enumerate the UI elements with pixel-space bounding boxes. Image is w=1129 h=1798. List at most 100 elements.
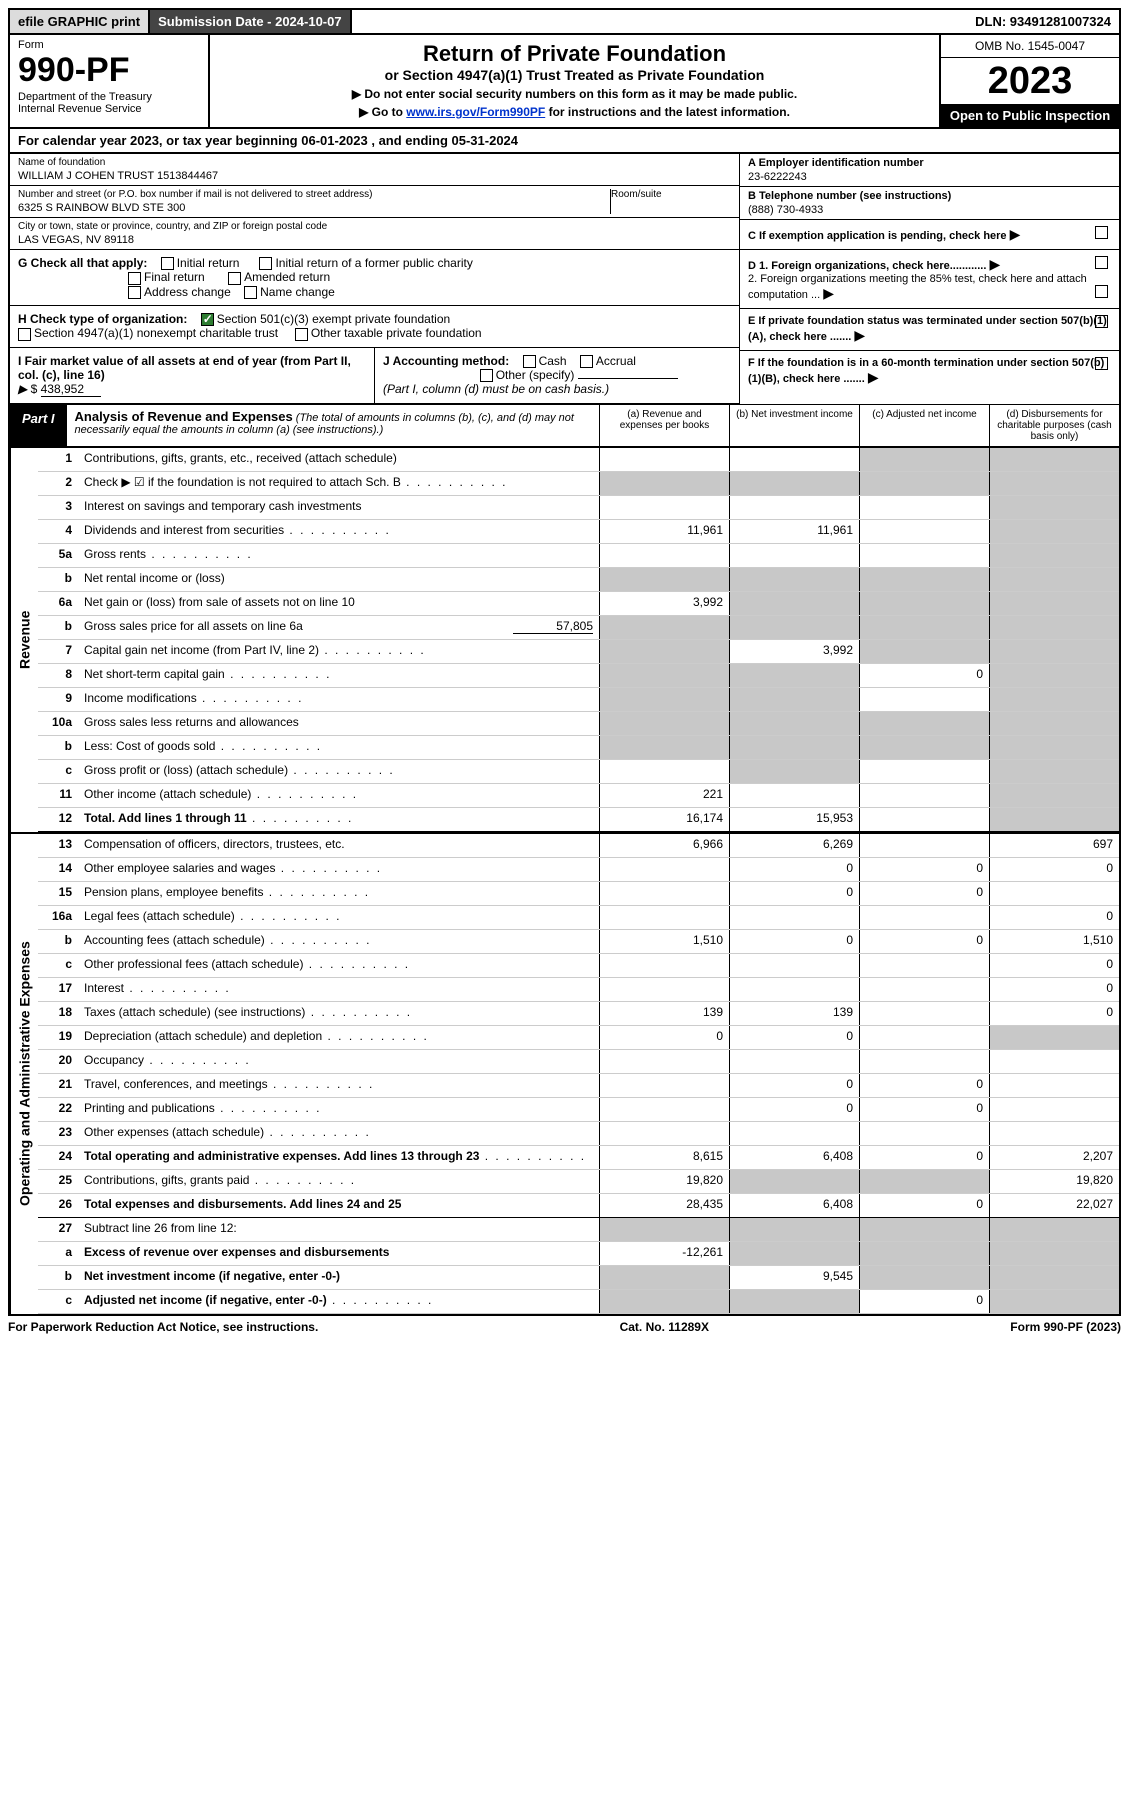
row-number: 19: [38, 1026, 78, 1049]
address: 6325 S RAINBOW BLVD STE 300: [18, 202, 610, 214]
table-row: 9Income modifications: [38, 688, 1119, 712]
table-cell: [729, 736, 859, 759]
opt-address: Address change: [144, 285, 231, 299]
section-c: C If exemption application is pending, c…: [740, 220, 1119, 250]
chk-f[interactable]: [1095, 357, 1108, 370]
row-label: Travel, conferences, and meetings: [78, 1074, 599, 1097]
table-row: 16aLegal fees (attach schedule)0: [38, 906, 1119, 930]
table-cell: [859, 496, 989, 519]
cal-end: 05-31-2024: [452, 133, 519, 148]
chk-initial-return[interactable]: [161, 257, 174, 270]
note-ssn: ▶ Do not enter social security numbers o…: [218, 87, 931, 101]
table-cell: [859, 544, 989, 567]
chk-final-return[interactable]: [128, 272, 141, 285]
table-row: 3Interest on savings and temporary cash …: [38, 496, 1119, 520]
i-prefix: $: [31, 382, 38, 396]
chk-amended[interactable]: [228, 272, 241, 285]
table-cell: [989, 1290, 1119, 1313]
row-label: Legal fees (attach schedule): [78, 906, 599, 929]
table-row: 6aNet gain or (loss) from sale of assets…: [38, 592, 1119, 616]
f-label: F If the foundation is in a 60-month ter…: [748, 357, 1104, 385]
table-cell: [729, 616, 859, 639]
part1-title: Analysis of Revenue and Expenses: [75, 409, 293, 424]
row-label: Total operating and administrative expen…: [78, 1146, 599, 1169]
table-cell: [859, 472, 989, 495]
table-cell: 11,961: [599, 520, 729, 543]
table-row: 27Subtract line 26 from line 12:: [38, 1218, 1119, 1242]
row-number: 16a: [38, 906, 78, 929]
room-cell: Room/suite: [611, 189, 731, 214]
chk-501c3[interactable]: [201, 313, 214, 326]
table-cell: [859, 1242, 989, 1265]
row-label: Net investment income (if negative, ente…: [78, 1266, 599, 1289]
chk-accrual[interactable]: [580, 355, 593, 368]
row-number: 17: [38, 978, 78, 1001]
table-cell: [729, 712, 859, 735]
chk-name-change[interactable]: [244, 286, 257, 299]
row-label: Gross sales price for all assets on line…: [78, 616, 599, 639]
footer-mid: Cat. No. 11289X: [620, 1320, 709, 1334]
chk-c[interactable]: [1095, 226, 1108, 239]
row-number: 20: [38, 1050, 78, 1073]
row-label: Net gain or (loss) from sale of assets n…: [78, 592, 599, 615]
info-grid: Name of foundation WILLIAM J COHEN TRUST…: [8, 154, 1121, 404]
col-headers: (a) Revenue and expenses per books (b) N…: [599, 405, 1119, 446]
form-word: Form: [18, 39, 200, 51]
section-e: E If private foundation status was termi…: [740, 309, 1119, 351]
row-number: 13: [38, 834, 78, 857]
chk-initial-former[interactable]: [259, 257, 272, 270]
note-post: for instructions and the latest informat…: [545, 105, 790, 119]
table-row: 25Contributions, gifts, grants paid19,82…: [38, 1170, 1119, 1194]
row-number: 11: [38, 784, 78, 807]
table-cell: [859, 520, 989, 543]
g-label: G Check all that apply:: [18, 256, 147, 270]
phone-cell: B Telephone number (see instructions) (8…: [740, 187, 1119, 220]
table-cell: 0: [989, 1002, 1119, 1025]
table-cell: [599, 664, 729, 687]
table-cell: [859, 1026, 989, 1049]
row-number: b: [38, 1266, 78, 1289]
table-cell: [599, 1290, 729, 1313]
part1-header: Part I Analysis of Revenue and Expenses …: [8, 404, 1121, 448]
table-cell: [729, 1242, 859, 1265]
row-label: Accounting fees (attach schedule): [78, 930, 599, 953]
table-cell: [729, 906, 859, 929]
table-cell: [989, 1122, 1119, 1145]
table-cell: 0: [729, 882, 859, 905]
table-cell: [989, 1242, 1119, 1265]
chk-d2[interactable]: [1095, 285, 1108, 298]
table-row: 23Other expenses (attach schedule): [38, 1122, 1119, 1146]
city-cell: City or town, state or province, country…: [10, 218, 739, 250]
row-label: Interest: [78, 978, 599, 1001]
chk-d1[interactable]: [1095, 256, 1108, 269]
chk-e[interactable]: [1095, 315, 1108, 328]
chk-other-method[interactable]: [480, 369, 493, 382]
table-cell: 0: [989, 858, 1119, 881]
address-row: Number and street (or P.O. box number if…: [10, 186, 739, 218]
chk-4947[interactable]: [18, 328, 31, 341]
table-cell: [599, 640, 729, 663]
row-number: 27: [38, 1218, 78, 1241]
table-cell: 1,510: [599, 930, 729, 953]
arrow-icon: ▶: [868, 369, 879, 385]
table-cell: [729, 784, 859, 807]
irs-link[interactable]: www.irs.gov/Form990PF: [406, 105, 545, 119]
table-cell: [859, 1170, 989, 1193]
table-cell: [859, 568, 989, 591]
row-number: 5a: [38, 544, 78, 567]
efile-print-button[interactable]: efile GRAPHIC print: [10, 10, 150, 33]
table-row: 11Other income (attach schedule)221: [38, 784, 1119, 808]
table-cell: [989, 472, 1119, 495]
chk-cash[interactable]: [523, 355, 536, 368]
chk-address-change[interactable]: [128, 286, 141, 299]
form-header: Form 990-PF Department of the Treasury I…: [8, 35, 1121, 129]
table-cell: 28,435: [599, 1194, 729, 1217]
table-cell: [599, 858, 729, 881]
table-cell: [859, 712, 989, 735]
table-cell: [989, 520, 1119, 543]
chk-other-taxable[interactable]: [295, 328, 308, 341]
table-cell: [989, 712, 1119, 735]
info-right: A Employer identification number 23-6222…: [739, 154, 1119, 404]
row-label: Depreciation (attach schedule) and deple…: [78, 1026, 599, 1049]
row-number: 7: [38, 640, 78, 663]
